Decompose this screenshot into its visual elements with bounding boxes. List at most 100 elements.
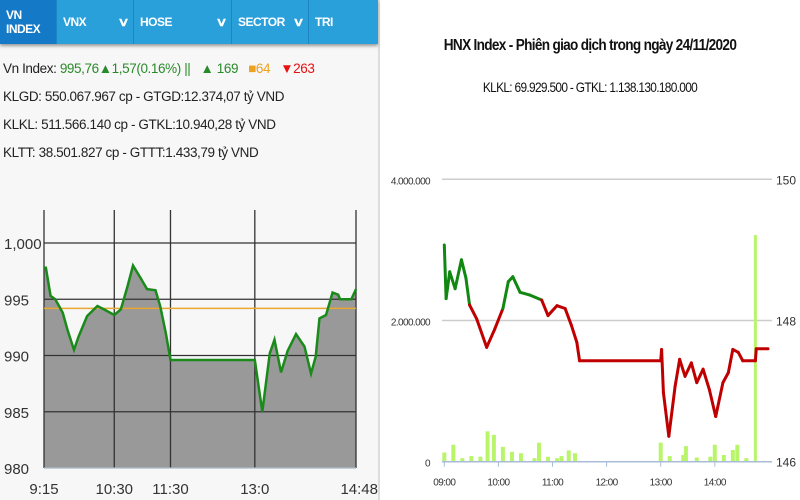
- price-segment: [459, 258, 468, 280]
- volume-bar: [485, 431, 490, 462]
- chevron-down-icon: ∨: [117, 15, 129, 29]
- price-segment: [546, 304, 559, 318]
- price-segment: [707, 388, 718, 419]
- price-segment: [575, 340, 582, 363]
- volume-bar: [658, 442, 663, 462]
- x-tick-label: 12:00: [596, 478, 619, 489]
- price-segment: [673, 357, 682, 388]
- price-segment: [468, 303, 479, 321]
- kltt-line: KLTT: 38.501.827 cp - GTTT:1.433,79 tỷ V…: [3, 145, 259, 160]
- volume-bar: [735, 444, 740, 462]
- tab-sector[interactable]: SECTOR ∨: [232, 0, 309, 44]
- right-y-tick-label: 148: [776, 315, 796, 329]
- x-tick-label: 13:0: [240, 481, 269, 498]
- hnx-index-chart: 0 146 2.000.000 148 4.000.000 150 09:00 10:00 11…: [391, 173, 796, 489]
- price-segment: [667, 384, 677, 438]
- tab-label: SECTOR: [238, 15, 285, 29]
- tab-hose[interactable]: HOSE ∨: [134, 0, 232, 44]
- price-segment: [714, 381, 725, 419]
- price-segment: [661, 391, 671, 438]
- price-segment: [678, 357, 687, 378]
- chevron-down-icon: ∨: [215, 15, 227, 29]
- unchanged-count: ■64: [248, 61, 271, 76]
- volume-bar: [708, 456, 713, 462]
- index-label: Vn Index:: [3, 61, 57, 76]
- price-segment: [721, 371, 730, 385]
- price-segment: [501, 280, 510, 310]
- tab-label: HOSE: [140, 15, 173, 29]
- price-segment: [689, 361, 699, 385]
- x-tick-label: 14:00: [704, 478, 727, 489]
- price-segment: [453, 258, 463, 291]
- price-segment: [701, 367, 711, 392]
- volume-bar: [518, 453, 523, 462]
- chart-subtitle: KLKL: 69.929.500 - GTKL: 1.138.130.180.0…: [482, 79, 698, 95]
- price-segment: [444, 270, 452, 301]
- price-segment: [540, 298, 550, 318]
- y-tick-label: 990: [4, 349, 29, 366]
- index-summary-line: Vn Index: 995,76▲1,57(0.16%) || ▲ 169 ■6…: [3, 61, 315, 76]
- volume-bar: [451, 444, 456, 462]
- left-y-tick-label: 0: [425, 459, 431, 470]
- tab-vn-index[interactable]: VN INDEX: [0, 0, 57, 44]
- price-area: [44, 265, 356, 468]
- price-segment: [528, 293, 544, 302]
- price-segment: [569, 323, 579, 344]
- volume-bar: [721, 454, 726, 462]
- price-segment: [736, 350, 745, 363]
- volume-bar: [559, 456, 564, 462]
- x-tick-label: 10:00: [487, 478, 510, 489]
- volume-bar: [532, 458, 537, 462]
- volume-bar: [694, 457, 699, 462]
- volume-bar: [478, 456, 483, 462]
- index-change: ▲1,57(0.16%): [98, 61, 182, 76]
- klgd-line: KLGD: 550.067.967 cp - GTGD:12.374,07 tỷ…: [3, 89, 285, 104]
- price-segment: [475, 317, 489, 349]
- volume-bar: [469, 456, 474, 462]
- price-segment: [695, 367, 705, 385]
- tab-label: TRI: [315, 15, 333, 29]
- y-tick-label: 995: [4, 292, 29, 309]
- y-tick-label: 980: [4, 461, 29, 478]
- tab-vnx[interactable]: VNX ∨: [57, 0, 134, 44]
- volume-bar: [536, 442, 541, 462]
- left-y-tick-label: 4.000.000: [391, 176, 431, 187]
- right-y-tick-label: 150: [776, 173, 796, 187]
- volume-bar: [744, 458, 749, 462]
- x-tick-label: 09:00: [433, 478, 456, 489]
- hnx-index-panel: HNX Index - Phiên giao dịch trong ngày 2…: [380, 0, 800, 500]
- volume-bar: [566, 450, 571, 462]
- price-segment: [726, 347, 735, 375]
- y-tick-label: 1,000: [4, 236, 42, 253]
- chevron-down-icon: ∨: [292, 15, 304, 29]
- price-segment: [563, 306, 573, 327]
- right-y-tick-label: 146: [776, 456, 796, 470]
- vn-index-chart: 980 985 990 995 1,000 9:15 10:30 11:30 13:0 14:48: [4, 210, 378, 498]
- price-segment: [493, 306, 505, 331]
- volume-bar: [681, 454, 686, 462]
- advances-count: ▲ 169: [200, 61, 239, 76]
- chart-title: HNX Index - Phiên giao dịch trong ngày 2…: [443, 37, 737, 54]
- volume-bar: [712, 444, 717, 462]
- x-tick-label: 14:48: [340, 481, 378, 498]
- separator: ||: [184, 61, 191, 76]
- price-segment: [464, 276, 472, 307]
- index-nav-bar: VN INDEX VNX ∨ HOSE ∨ SECTOR ∨ TRI: [0, 0, 378, 44]
- volume-bar: [500, 446, 505, 462]
- klkl-line: KLKL: 511.566.140 cp - GTKL:10.940,28 tỷ…: [3, 117, 276, 132]
- volume-bar: [667, 456, 672, 462]
- volume-bar: [573, 453, 578, 462]
- x-tick-label: 11:30: [152, 481, 188, 498]
- price-segment: [660, 347, 665, 395]
- volume-bar: [730, 450, 735, 462]
- tab-tri[interactable]: TRI: [309, 0, 378, 44]
- volume-bar: [460, 458, 465, 462]
- left-y-tick-label: 2.000.000: [391, 318, 431, 329]
- x-tick-label: 13:00: [650, 478, 673, 489]
- tab-label: VNX: [63, 15, 87, 29]
- price-segment: [683, 361, 693, 378]
- volume-bar: [555, 458, 560, 462]
- x-tick-label: 10:30: [95, 481, 133, 498]
- price-segment: [511, 275, 522, 294]
- x-tick-label: 11:00: [542, 478, 564, 489]
